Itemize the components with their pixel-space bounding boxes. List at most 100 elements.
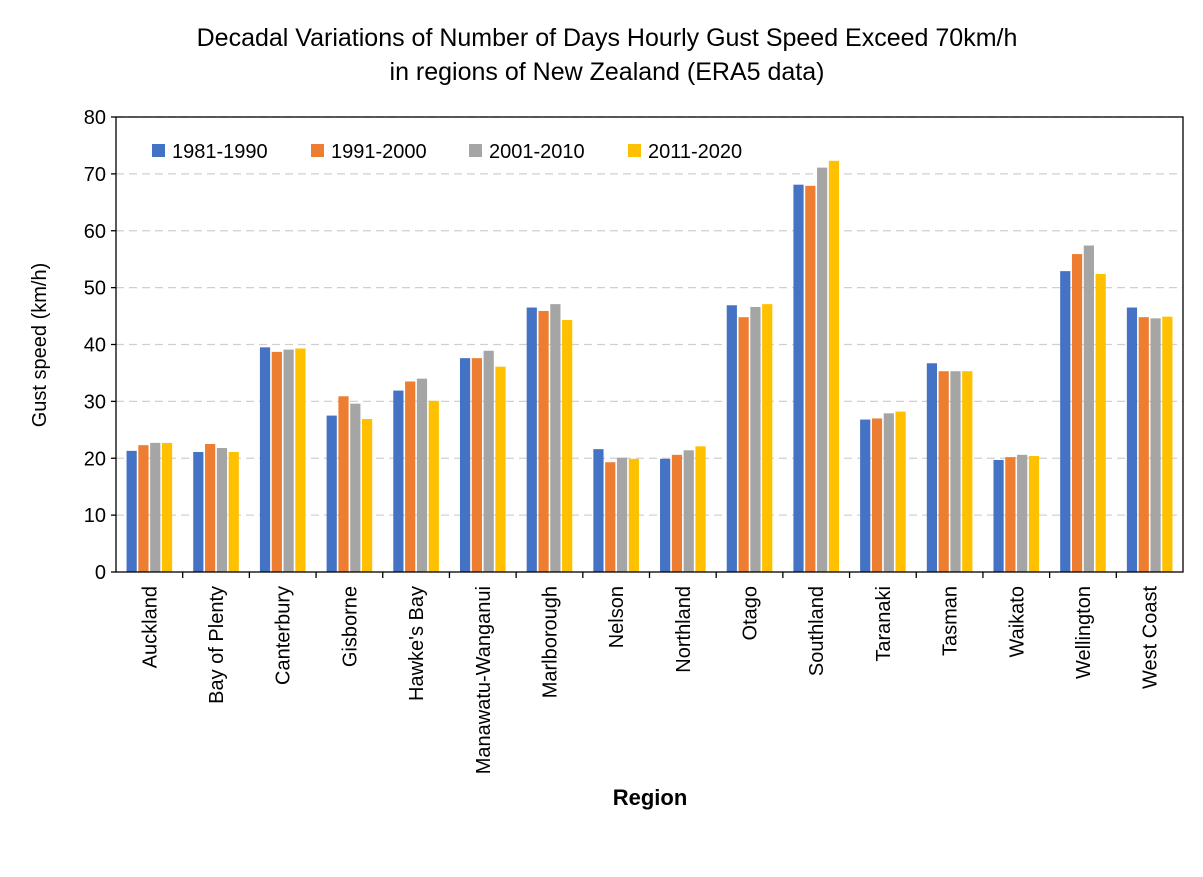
bar-1991-2000 [1138,317,1149,572]
bar-1981-1990 [1060,271,1071,572]
bar-2001-2010 [416,378,428,573]
x-tick-label: Auckland [139,586,161,668]
bar-2011-2020 [895,411,906,572]
x-tick-label: Tasman [940,586,962,656]
bar-2011-2020 [428,400,439,572]
bar-2001-2010 [950,371,961,572]
bar-1991-2000 [671,454,683,572]
bar-2001-2010 [883,413,894,572]
bar-1991-2000 [1005,457,1016,572]
x-tick-label: Northland [673,586,695,673]
chart-title-line-2: in regions of New Zealand (ERA5 data) [390,58,825,86]
bar-2011-2020 [762,304,773,572]
bar-2011-2020 [828,160,840,573]
x-tick-label: Southland [806,586,828,676]
bar-2011-2020 [362,419,373,572]
bar-2001-2010 [216,448,228,572]
bar-1981-1990 [259,347,271,572]
bar-2011-2020 [628,458,639,572]
bar-1981-1990 [126,450,137,572]
x-tick-labels: Auckland Bay of Plenty Canterbury Gisborne H… [139,586,1161,775]
bar-1981-1990 [726,305,737,572]
legend-label: 1981-1990 [172,141,268,163]
y-tick-label: 30 [84,391,106,413]
y-axis-label: Gust speed (km/h) [29,263,51,428]
bar-2011-2020 [1095,273,1106,572]
bar-2011-2020 [962,371,973,572]
bar-1981-1990 [1126,307,1138,572]
y-tick-label: 60 [84,221,106,243]
x-tick-label: Bay of Plenty [206,586,228,704]
bar-2001-2010 [150,442,161,572]
x-tick-label: Otago [740,586,762,640]
x-tick-label: Taranaki [873,586,895,662]
bar-1981-1990 [326,415,337,572]
x-tick-label: Manawatu-Wanganui [473,586,495,774]
x-tick-label: Marlborough [540,586,562,698]
bar-1991-2000 [338,396,349,572]
y-tick-label: 0 [95,562,106,584]
x-axis-label: Region [613,785,688,810]
bar-1991-2000 [805,185,816,572]
bar-1991-2000 [405,381,416,572]
bar-1991-2000 [538,310,549,572]
x-tick-label: Canterbury [273,586,295,685]
bar-2001-2010 [1017,454,1028,572]
bar-2011-2020 [495,366,506,572]
bar-1981-1990 [393,390,404,572]
bar-1981-1990 [193,451,204,572]
bar-1981-1990 [459,358,471,572]
legend-label: 2011-2020 [648,141,742,163]
bar-2001-2010 [817,167,828,572]
bar-1991-2000 [471,358,482,572]
bar-1991-2000 [938,371,949,572]
bar-1981-1990 [860,419,871,572]
bar-2001-2010 [483,350,494,572]
x-tick-label: Hawke's Bay [406,586,428,701]
bar-1981-1990 [593,449,604,572]
bar-2011-2020 [161,442,173,572]
bar-1991-2000 [205,444,216,572]
bars [126,160,1173,573]
bar-2001-2010 [1083,245,1094,573]
bar-1981-1990 [793,184,804,572]
y-tick-label: 10 [84,505,106,527]
bar-2011-2020 [695,446,706,572]
legend: 1981-1990 1991-2000 2001-2010 2011-2020 [152,141,742,163]
bar-1981-1990 [660,458,671,572]
bar-1991-2000 [138,445,149,572]
bar-2001-2010 [550,304,561,572]
bar-1991-2000 [1071,254,1083,572]
x-tick-label: West Coast [1140,586,1162,689]
bar-2011-2020 [562,320,573,572]
legend-label: 2001-2010 [489,141,585,163]
axes [111,116,1184,578]
legend-swatch [469,144,482,157]
bar-2011-2020 [295,348,306,572]
bar-2001-2010 [616,457,628,572]
y-tick-labels: 0 10 20 30 40 50 60 70 80 [84,107,106,584]
bar-2011-2020 [1028,455,1040,572]
bar-2011-2020 [228,451,239,572]
bar-1981-1990 [926,363,937,572]
bar-2001-2010 [750,306,761,572]
x-tick-label: Waikato [1006,586,1028,658]
y-tick-label: 20 [84,448,106,470]
bar-2001-2010 [683,450,694,572]
bar-2001-2010 [1150,318,1161,572]
legend-label: 1991-2000 [331,141,427,163]
y-tick-label: 50 [84,278,106,300]
bar-2001-2010 [350,403,361,572]
bar-1991-2000 [605,462,616,572]
bar-2001-2010 [283,349,294,572]
bar-1981-1990 [526,307,537,572]
bar-1991-2000 [871,418,883,572]
bar-1981-1990 [993,459,1004,572]
legend-swatch [311,144,324,157]
chart-title-line-1: Decadal Variations of Number of Days Hou… [197,24,1018,52]
y-tick-label: 40 [84,335,106,357]
bar-2011-2020 [1162,316,1173,572]
y-tick-label: 70 [84,164,106,186]
x-tick-label: Nelson [606,586,628,648]
